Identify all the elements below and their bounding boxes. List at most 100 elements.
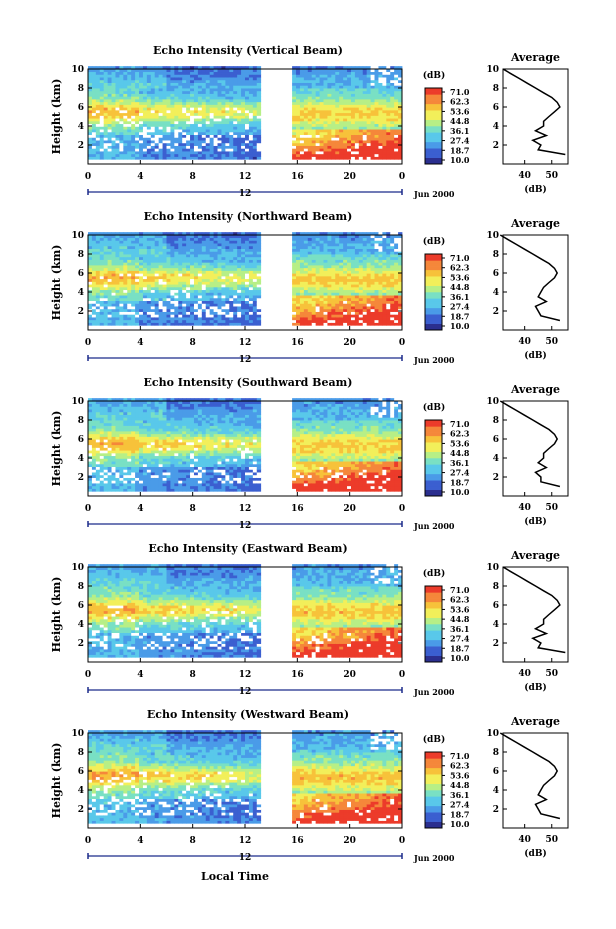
heatmap-cell: [386, 77, 391, 81]
heatmap-cell: [225, 126, 230, 130]
heatmap-cell: [193, 308, 199, 312]
heatmap-cell: [327, 245, 332, 249]
heatmap-cell: [115, 101, 120, 105]
heatmap-cell: [296, 71, 301, 75]
heatmap-cell: [315, 303, 320, 307]
heatmap-cell: [386, 156, 391, 160]
heatmap-cell: [248, 96, 254, 100]
heatmap-cell: [374, 311, 379, 315]
heatmap-cell: [241, 96, 246, 100]
heatmap-cell: [162, 85, 167, 89]
heatmap-cell: [170, 93, 175, 97]
heatmap-cell: [382, 232, 387, 236]
heatmap-cell: [386, 99, 391, 103]
heatmap-cell: [366, 151, 372, 155]
heatmap-cell: [370, 109, 375, 114]
heatmap-cell: [303, 251, 309, 255]
heatmap-cell: [88, 82, 93, 86]
heatmap-cell: [99, 153, 105, 157]
heatmap-cell: [358, 123, 364, 127]
heatmap-cell: [248, 156, 254, 160]
heatmap-cell: [217, 259, 222, 263]
heatmap-cell: [374, 142, 379, 146]
heatmap-cell: [150, 71, 156, 75]
heatmap-cell: [237, 245, 242, 249]
heatmap-cell: [217, 129, 222, 133]
heatmap-cell: [252, 243, 258, 247]
heatmap-cell: [209, 118, 214, 122]
heatmap-cell: [354, 101, 360, 105]
heatmap-cell: [343, 278, 348, 282]
heatmap-cell: [339, 289, 344, 293]
heatmap-cell: [154, 278, 160, 282]
heatmap-cell: [331, 66, 336, 70]
heatmap-cell: [311, 281, 317, 285]
heatmap-cell: [319, 259, 324, 263]
heatmap-cell: [245, 275, 250, 280]
heatmap-cell: [378, 134, 383, 138]
heatmap-cell: [95, 142, 101, 146]
heatmap-cell: [221, 156, 226, 160]
heatmap-cell: [237, 243, 242, 247]
heatmap-cell: [347, 278, 352, 282]
heatmap-cell: [252, 79, 258, 83]
heatmap-cell: [233, 134, 238, 138]
heatmap-cell: [319, 286, 324, 291]
heatmap-cell: [229, 267, 234, 271]
heatmap-cell: [174, 237, 179, 241]
heatmap-cell: [296, 295, 301, 299]
heatmap-cell: [150, 281, 156, 285]
heatmap-cell: [111, 96, 116, 100]
heatmap-cell: [123, 88, 128, 92]
heatmap-cell: [150, 306, 156, 310]
heatmap-cell: [343, 232, 348, 236]
heatmap-cell: [150, 104, 156, 108]
heatmap-cell: [158, 259, 163, 263]
heatmap-cell: [382, 77, 387, 81]
heatmap-cell: [374, 308, 379, 312]
heatmap-cell: [307, 232, 313, 236]
heatmap-cell: [217, 151, 222, 155]
heatmap-cell: [307, 319, 313, 323]
heatmap-cell: [217, 137, 222, 141]
heatmap-cell: [241, 237, 246, 241]
heatmap-cell: [366, 77, 372, 81]
heatmap-cell: [299, 251, 305, 255]
heatmap-cell: [135, 259, 140, 263]
heatmap-cell: [209, 275, 214, 280]
heatmap-cell: [142, 275, 148, 280]
heatmap-cell: [127, 243, 132, 247]
heatmap-cell: [366, 156, 372, 160]
heatmap-cell: [103, 319, 109, 323]
heatmap-cell: [323, 77, 328, 81]
heatmap-cell: [343, 123, 348, 127]
heatmap-cell: [343, 140, 348, 144]
heatmap-cell: [358, 256, 364, 260]
heatmap-cell: [178, 104, 183, 108]
heatmap-cell: [119, 317, 124, 321]
heatmap-cell: [378, 68, 383, 73]
heatmap-cell: [374, 270, 379, 274]
heatmap-cell: [158, 126, 163, 130]
heatmap-cell: [170, 137, 175, 141]
heatmap-cell: [335, 115, 340, 119]
heatmap-cell: [233, 96, 238, 100]
colorbar-frame: [424, 87, 443, 165]
heatmap-cell: [398, 134, 403, 138]
heatmap-cell: [201, 90, 207, 94]
heatmap-cell: [193, 90, 199, 94]
heatmap-cell: [111, 308, 116, 312]
heatmap-cell: [154, 273, 160, 277]
heatmap-cell: [166, 82, 171, 86]
heatmap-cell: [382, 284, 387, 288]
heatmap-cell: [386, 140, 391, 144]
heatmap-cell: [178, 248, 183, 252]
heatmap-cell: [197, 142, 203, 146]
heatmap-cell: [197, 123, 203, 127]
heatmap-cell: [323, 126, 328, 130]
heatmap-cell: [374, 126, 379, 130]
heatmap-cell: [99, 254, 105, 258]
heatmap-cell: [323, 259, 328, 263]
heatmap-cell: [99, 107, 105, 111]
heatmap-cell: [386, 245, 391, 249]
